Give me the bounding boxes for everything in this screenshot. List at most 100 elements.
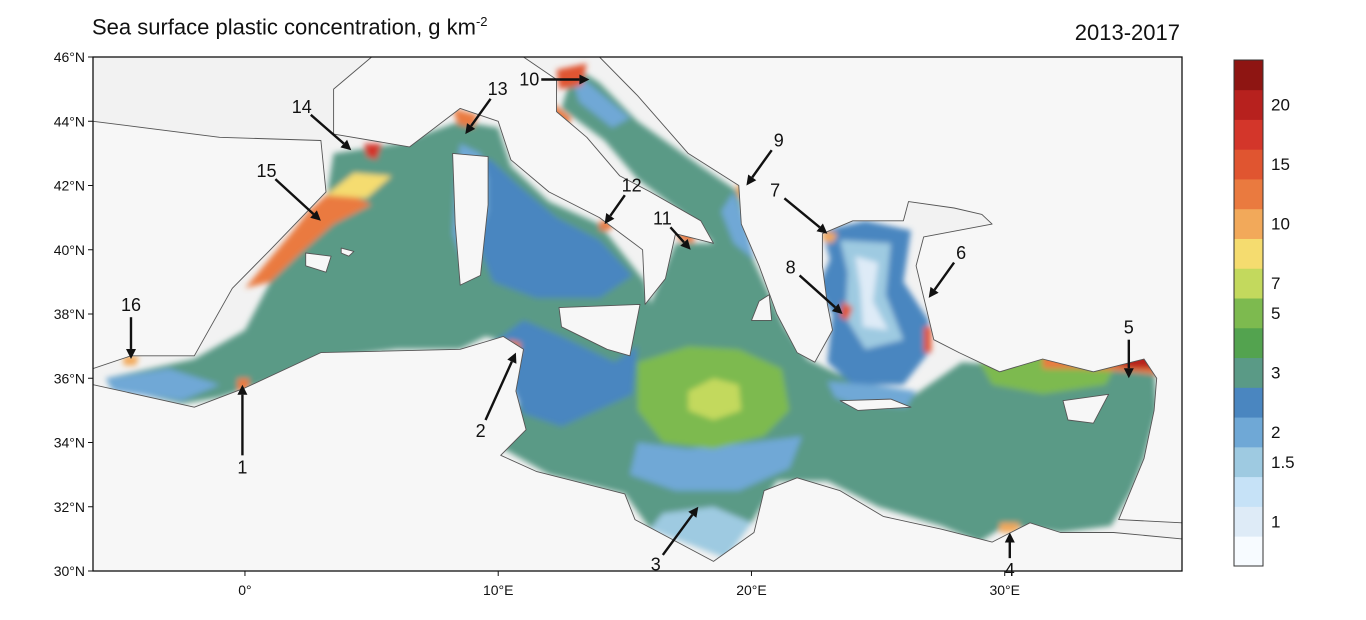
y-tick-label-5: 40°N <box>54 242 85 258</box>
concentration-region-31 <box>123 355 139 366</box>
arrow-shaft-14 <box>310 113 345 145</box>
arrow-head-3 <box>688 506 699 518</box>
period-label: 2013-2017 <box>1074 20 1180 45</box>
land-area-7 <box>1062 393 1110 424</box>
arrow-head-1 <box>237 384 248 395</box>
land-area-10 <box>751 294 773 321</box>
colorbar: 1 1.5 2 3 5 7 10 15 20 <box>1233 59 1295 567</box>
concentration-region-26 <box>840 301 853 321</box>
arrow-shaft-7 <box>783 197 821 229</box>
colorbar-label-7: 7 <box>1271 274 1280 293</box>
x-tick-label-2: 20°E <box>736 582 767 598</box>
land-area-11 <box>93 336 1182 571</box>
annotation-label-10: 10 <box>519 70 539 90</box>
colorbar-swatch-7 <box>1234 327 1263 359</box>
x-tick-label-3: 30°E <box>989 582 1020 598</box>
land-area-8 <box>305 252 332 273</box>
land-area-2 <box>333 57 714 305</box>
colorbar-label-1.5: 1.5 <box>1271 453 1295 472</box>
colorbar-label-2: 2 <box>1271 423 1280 442</box>
annotation-label-16: 16 <box>121 295 141 315</box>
colorbar-swatch-12 <box>1234 179 1263 210</box>
annotation-label-15: 15 <box>256 161 276 181</box>
annotation-label-4: 4 <box>1005 560 1015 580</box>
concentration-region-4 <box>493 320 638 427</box>
chart-title: Sea surface plastic concentration, g km-… <box>92 14 488 40</box>
concentration-region-5 <box>455 159 633 298</box>
concentration-region-21 <box>556 63 587 90</box>
annotation-label-9: 9 <box>774 130 784 150</box>
concentration-region-2 <box>629 436 803 491</box>
chart-title-text: Sea surface plastic concentration, g km <box>92 14 476 40</box>
colorbar-swatch-5 <box>1234 387 1263 418</box>
x-tick-label-0: 0° <box>238 582 251 598</box>
arrow-shaft-8 <box>798 274 836 309</box>
colorbar-frame <box>1233 59 1264 567</box>
arrow-head-2 <box>507 352 517 364</box>
annotation-label-7: 7 <box>770 181 780 201</box>
colorbar-swatch-6 <box>1234 357 1263 388</box>
annotation-label-8: 8 <box>786 257 796 277</box>
arrow-head-5 <box>1123 368 1134 379</box>
land-area-9 <box>340 247 355 257</box>
concentration-region-25 <box>822 230 838 244</box>
land-area-6 <box>839 398 912 411</box>
land-area-5 <box>558 303 641 357</box>
colorbar-label-10: 10 <box>1271 215 1290 234</box>
arrow-head-10 <box>579 74 590 85</box>
annotation-label-1: 1 <box>237 457 247 477</box>
arrow-shaft-3 <box>661 514 694 556</box>
y-tick-label-2: 34°N <box>54 435 85 451</box>
colorbar-swatch-1 <box>1234 506 1263 537</box>
land-area-1 <box>93 120 327 370</box>
arrow-shaft-6 <box>933 261 956 291</box>
arrow-shaft-11 <box>669 226 685 244</box>
colorbar-swatch-13 <box>1234 149 1263 180</box>
chart-title-superscript: -2 <box>475 14 488 29</box>
arrow-shaft-9 <box>751 149 773 179</box>
y-tick-label-7: 44°N <box>54 113 85 129</box>
land-area-3 <box>599 57 1182 524</box>
colorbar-swatch-3 <box>1234 446 1263 478</box>
concentration-region-17 <box>245 191 372 289</box>
y-tick-label-8: 46°N <box>54 49 85 65</box>
concentration-region-3 <box>650 506 752 559</box>
arrow-head-9 <box>746 174 757 186</box>
colorbar-label-5: 5 <box>1271 304 1280 323</box>
arrow-shaft-13 <box>470 98 492 127</box>
arrow-head-6 <box>928 286 939 298</box>
land-area-4 <box>452 152 489 286</box>
colorbar-label-1: 1 <box>1271 512 1280 531</box>
y-tick-label-1: 32°N <box>54 499 85 515</box>
colorbar-swatch-11 <box>1234 208 1263 239</box>
annotation-label-3: 3 <box>651 555 661 575</box>
concentration-region-15 <box>688 378 742 420</box>
axes: 30°N 32°N 34°N 36°N 38°N 40°N 42°N 44°N 46°N 0° 10… <box>54 49 1020 598</box>
concentration-region-11 <box>721 191 754 260</box>
arrow-head-14 <box>340 139 352 151</box>
concentration-region-27 <box>923 326 932 353</box>
y-tick-label-6: 42°N <box>54 178 85 194</box>
arrow-shaft-2 <box>484 361 513 421</box>
concentration-region-18 <box>326 172 392 199</box>
annotation-label-6: 6 <box>956 243 966 263</box>
annotation-label-13: 13 <box>488 79 508 99</box>
colorbar-swatch-0 <box>1234 536 1263 567</box>
annotation-label-5: 5 <box>1124 318 1134 338</box>
arrow-head-16 <box>126 349 136 359</box>
concentration-region-20 <box>452 108 478 128</box>
y-tick-label-4: 38°N <box>54 306 85 322</box>
concentration-region-13 <box>105 368 220 401</box>
arrow-shaft-12 <box>609 194 626 217</box>
arrow-head-4 <box>1004 532 1015 543</box>
colorbar-label-20: 20 <box>1271 96 1290 115</box>
arrow-head-11 <box>680 239 691 250</box>
arrow-head-12 <box>604 213 615 225</box>
colorbar-swatch-10 <box>1234 238 1263 269</box>
arrow-head-13 <box>465 123 476 135</box>
colorbar-swatch-9 <box>1234 268 1263 299</box>
concentration-region-9 <box>855 256 889 331</box>
concentration-region-12 <box>569 69 630 128</box>
annotation-label-14: 14 <box>292 97 312 117</box>
